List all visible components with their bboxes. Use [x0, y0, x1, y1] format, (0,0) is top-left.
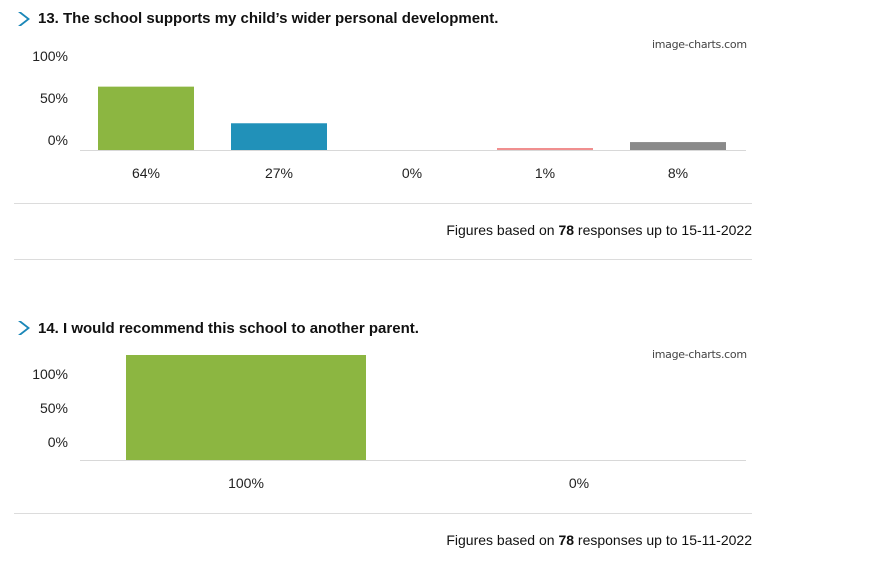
chart-watermark: image-charts.com [652, 38, 747, 51]
figures-suffix: responses up to 15-11-2022 [577, 222, 752, 238]
y-tick-label: 0% [47, 132, 68, 148]
y-tick-label: 100% [32, 48, 68, 64]
bar-1 [126, 355, 366, 460]
figures-count: 78 [558, 222, 575, 238]
figures-prefix: Figures based on [446, 532, 555, 548]
chart-13-plot [80, 86, 746, 151]
figures-suffix: responses up to 15-11-2022 [577, 532, 752, 548]
question-13-title: 13. The school supports my child’s wider… [38, 10, 499, 27]
y-tick-label: 50% [39, 400, 68, 416]
question-13-section: 13. The school supports my child’s wider… [0, 0, 884, 270]
bar-value-label: 27% [264, 165, 294, 181]
bar-value-label: 0% [568, 475, 590, 491]
chevron-right-icon [18, 321, 30, 335]
divider [14, 259, 752, 260]
figures-note: Figures based on 78 responses up to 15-1… [446, 532, 752, 548]
bar-1 [98, 86, 194, 150]
y-tick-label: 50% [39, 90, 68, 106]
bar-2 [231, 123, 327, 150]
bar-value-label: 64% [131, 165, 161, 181]
figures-count: 78 [558, 532, 575, 548]
bar-value-label: 100% [228, 475, 264, 491]
bar-5 [630, 142, 726, 150]
figures-prefix: Figures based on [446, 222, 555, 238]
bar-4 [497, 148, 593, 150]
bar-value-label: 1% [534, 165, 556, 181]
chevron-right-icon [18, 12, 30, 26]
figures-note: Figures based on 78 responses up to 15-1… [446, 222, 752, 238]
bar-value-label: 0% [401, 165, 423, 181]
chart-watermark: image-charts.com [652, 348, 747, 361]
question-14-title: 14. I would recommend this school to ano… [38, 320, 419, 337]
y-tick-label: 0% [47, 434, 68, 450]
bar-value-label: 8% [667, 165, 689, 181]
divider [14, 513, 752, 514]
divider [14, 203, 752, 204]
y-tick-label: 100% [32, 366, 68, 382]
